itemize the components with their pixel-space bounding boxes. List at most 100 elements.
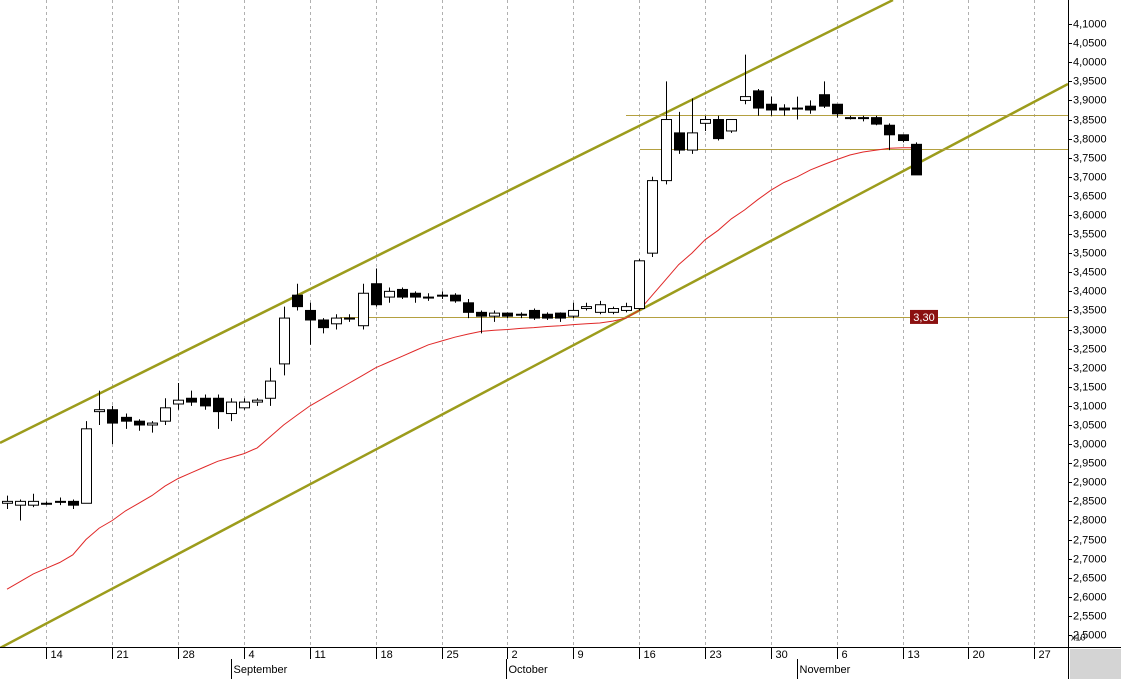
candle-body bbox=[410, 292, 421, 298]
x-tick-label: 30 bbox=[776, 649, 788, 661]
candle-body bbox=[450, 294, 461, 302]
candle-body bbox=[581, 306, 592, 310]
y-tick-label: 3,5500 bbox=[1073, 228, 1107, 240]
candle-body bbox=[305, 309, 316, 321]
x-tick-label: 25 bbox=[447, 649, 459, 661]
month-label: September bbox=[234, 664, 288, 676]
candle-body bbox=[647, 180, 658, 254]
candle-body bbox=[68, 500, 79, 506]
candle-body bbox=[292, 294, 303, 308]
x-tick-label: 28 bbox=[183, 649, 195, 661]
candle-body bbox=[371, 283, 382, 306]
x-tick-label: 21 bbox=[117, 649, 129, 661]
candle-body bbox=[489, 312, 500, 317]
candle-body bbox=[845, 117, 856, 120]
y-tick-label: 3,7000 bbox=[1073, 171, 1107, 183]
candle-body bbox=[687, 132, 698, 151]
candle-body bbox=[252, 399, 263, 403]
candle-body bbox=[871, 117, 882, 125]
price-tag: 3,30 bbox=[913, 312, 934, 324]
candle-body bbox=[437, 294, 448, 297]
candle-body bbox=[15, 500, 26, 506]
candle-body bbox=[634, 260, 645, 310]
candle-body bbox=[661, 119, 672, 182]
candle-body bbox=[542, 313, 553, 319]
y-tick-label: 2,7000 bbox=[1073, 553, 1107, 565]
y-tick-label: 2,5500 bbox=[1073, 610, 1107, 622]
candle-body bbox=[898, 134, 909, 142]
candle-body bbox=[331, 317, 342, 325]
candle-body bbox=[529, 309, 540, 319]
y-multiplier: x10 bbox=[1071, 632, 1086, 642]
candle-body bbox=[384, 290, 395, 298]
y-tick-label: 3,6500 bbox=[1073, 190, 1107, 202]
candle-body bbox=[740, 96, 751, 101]
y-tick-label: 2,8500 bbox=[1073, 495, 1107, 507]
x-tick-label: 11 bbox=[315, 649, 326, 661]
candle-body bbox=[265, 380, 276, 399]
candle-body bbox=[858, 117, 869, 120]
candle-body bbox=[173, 399, 184, 405]
candle-body bbox=[779, 107, 790, 111]
y-tick-label: 3,7500 bbox=[1073, 152, 1107, 164]
y-tick-label: 2,9500 bbox=[1073, 457, 1107, 469]
y-tick-label: 2,7500 bbox=[1073, 534, 1107, 546]
x-tick-label: 2 bbox=[512, 649, 518, 661]
x-tick-label: 13 bbox=[908, 649, 920, 661]
candle-body bbox=[502, 312, 513, 317]
y-tick-label: 3,9000 bbox=[1073, 94, 1107, 106]
y-tick-label: 3,2500 bbox=[1073, 343, 1107, 355]
y-tick-label: 3,9500 bbox=[1073, 75, 1107, 87]
candle-body bbox=[766, 103, 777, 111]
month-label: October bbox=[509, 664, 548, 676]
candle-body bbox=[674, 132, 685, 151]
x-tick-label: 16 bbox=[644, 649, 656, 661]
month-label: November bbox=[800, 664, 851, 676]
y-tick-label: 3,3500 bbox=[1073, 304, 1107, 316]
y-tick-label: 3,8500 bbox=[1073, 114, 1107, 126]
y-tick-label: 4,0500 bbox=[1073, 37, 1107, 49]
price-tag-box bbox=[910, 309, 938, 324]
candle-body bbox=[160, 407, 171, 422]
candle-body bbox=[555, 312, 566, 319]
y-tick-label: 3,4000 bbox=[1073, 285, 1107, 297]
x-tick-label: 4 bbox=[249, 649, 255, 661]
y-tick-label: 4,1000 bbox=[1073, 18, 1107, 30]
candle-body bbox=[213, 397, 224, 413]
candle-body bbox=[726, 119, 737, 132]
candle-body bbox=[621, 306, 632, 311]
x-tick-label: 9 bbox=[578, 649, 584, 661]
candle-body bbox=[753, 90, 764, 109]
candle-body bbox=[344, 317, 355, 320]
moving-average bbox=[6, 147, 916, 590]
candle-body bbox=[608, 308, 619, 313]
y-tick-label: 3,4500 bbox=[1073, 266, 1107, 278]
candle-body bbox=[700, 119, 711, 124]
candle-body bbox=[134, 420, 145, 426]
candle-body bbox=[121, 416, 132, 422]
candle-body bbox=[568, 309, 579, 317]
x-tick-label: 14 bbox=[51, 649, 63, 661]
y-tick-label: 3,1500 bbox=[1073, 381, 1107, 393]
y-tick-label: 2,8000 bbox=[1073, 514, 1107, 526]
candle-body bbox=[819, 94, 830, 107]
candle-body bbox=[463, 302, 474, 313]
y-tick-label: 3,1000 bbox=[1073, 400, 1107, 412]
candle-body bbox=[595, 304, 606, 313]
candle-body bbox=[805, 105, 816, 111]
y-tick-label: 2,6000 bbox=[1073, 591, 1107, 603]
y-tick-label: 3,8000 bbox=[1073, 133, 1107, 145]
y-tick-label: 3,0500 bbox=[1073, 419, 1107, 431]
candle-body bbox=[81, 428, 92, 504]
candle-body bbox=[358, 292, 369, 327]
candle-body bbox=[147, 422, 158, 426]
candle-body bbox=[911, 143, 922, 176]
candle-body bbox=[107, 409, 118, 424]
candle-body bbox=[41, 502, 52, 505]
candle-body bbox=[832, 103, 843, 115]
candle-body bbox=[55, 500, 66, 503]
axes: 14 21 28 4 11 18 25 2 9 16 23 30 6 13 20 27 September Oct… bbox=[46, 18, 1107, 679]
candle-body bbox=[476, 311, 487, 317]
y-tick-label: 3,5000 bbox=[1073, 247, 1107, 259]
